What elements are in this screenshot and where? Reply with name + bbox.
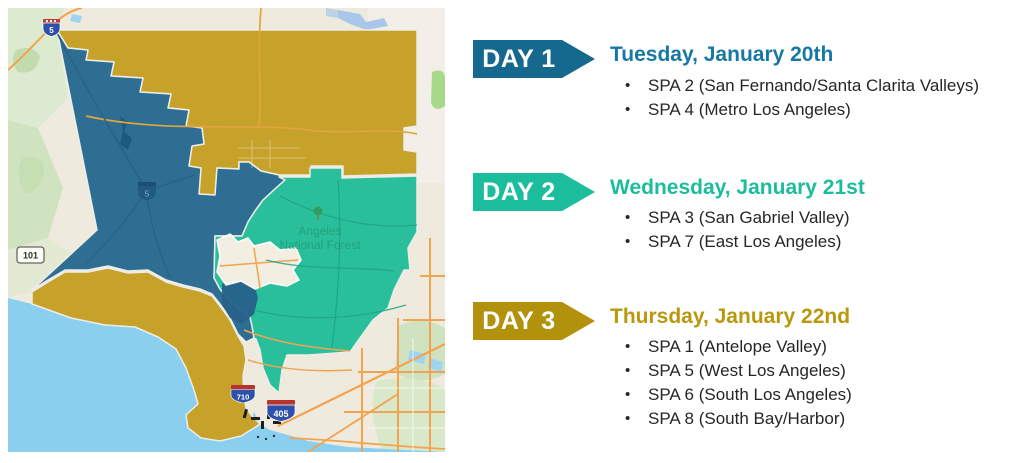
roads-antelope-valley <box>85 8 418 135</box>
day-2-list: SPA 3 (San Gabriel Valley) SPA 7 (East L… <box>621 206 850 254</box>
region-spa5-spa6-spa8-gold <box>31 267 261 442</box>
day-1-title: Tuesday, January 20th <box>610 43 834 66</box>
day-1-banner: DAY 1 <box>473 40 595 78</box>
list-item: SPA 8 (South Bay/Harbor) <box>621 407 852 431</box>
list-item-text: SPA 2 (San Fernando/Santa Clarita Valley… <box>648 76 980 95</box>
interstate-405-shield: 405 <box>266 400 296 422</box>
list-item-text: SPA 3 (San Gabriel Valley) <box>648 208 850 227</box>
day-3-banner-label: DAY 3 <box>482 306 556 335</box>
us-101-shield: 101 <box>16 246 45 264</box>
list-item-text: SPA 7 (East Los Angeles) <box>648 232 842 251</box>
roads-san-fernando <box>56 32 195 279</box>
lake-north <box>338 10 388 30</box>
day-1-banner-label: DAY 1 <box>482 44 556 73</box>
forest-label: Angeles National Forest <box>279 206 361 252</box>
la-county-spa-map: Angeles National Forest 5 5 10 <box>8 8 445 452</box>
lake-se-2 <box>428 358 443 372</box>
region-spa4-metro-patch <box>222 278 258 324</box>
day-3-list: SPA 1 (Antelope Valley) SPA 5 (West Los … <box>621 335 852 431</box>
forest-label-line1: Angeles <box>298 224 341 238</box>
day-3-banner: DAY 3 <box>473 302 595 340</box>
freeways-southeast <box>243 238 445 452</box>
lake-small-north <box>326 8 338 18</box>
interstate-5-shield: 5 <box>42 19 61 37</box>
list-item: SPA 3 (San Gabriel Valley) <box>621 206 850 230</box>
day-1-list: SPA 2 (San Fernando/Santa Clarita Valley… <box>621 74 979 122</box>
interstate-710-label: 710 <box>237 393 250 402</box>
list-item: SPA 1 (Antelope Valley) <box>621 335 852 359</box>
list-item: SPA 5 (West Los Angeles) <box>621 359 852 383</box>
unshaded-enclave <box>216 233 302 290</box>
list-item: SPA 6 (South Los Angeles) <box>621 383 852 407</box>
day-2-title: Wednesday, January 21st <box>610 176 865 199</box>
list-item-text: SPA 8 (South Bay/Harbor) <box>648 409 846 428</box>
tree-icon <box>313 206 323 216</box>
day-2-banner: DAY 2 <box>473 173 595 211</box>
interstate-5-label: 5 <box>49 26 54 35</box>
list-item-text: SPA 5 (West Los Angeles) <box>648 361 846 380</box>
us-101-label: 101 <box>23 251 38 261</box>
list-item: SPA 4 (Metro Los Angeles) <box>621 98 979 122</box>
interstate-5-faded-label: 5 <box>145 190 150 199</box>
pacific-ocean <box>8 298 445 452</box>
interstate-710-shield: 710 <box>230 385 256 404</box>
day-2-banner-label: DAY 2 <box>482 177 556 206</box>
terrain-green-west <box>8 8 78 298</box>
list-item-text: SPA 6 (South Los Angeles) <box>648 385 852 404</box>
list-item: SPA 2 (San Fernando/Santa Clarita Valley… <box>621 74 979 98</box>
roads-san-gabriel <box>253 179 418 349</box>
streets-palmdale <box>238 140 306 168</box>
interstate-5-faded-shield: 5 <box>138 182 156 201</box>
day-3-title: Thursday, January 22nd <box>610 305 851 328</box>
park-patch-ne <box>431 70 445 109</box>
lake-nw <box>70 14 82 23</box>
interstate-405-label: 405 <box>273 409 288 419</box>
list-item-text: SPA 1 (Antelope Valley) <box>648 337 827 356</box>
streets-southeast <box>368 338 445 452</box>
list-item: SPA 7 (East Los Angeles) <box>621 230 850 254</box>
forest-label-line2: National Forest <box>279 238 361 252</box>
lake-castaic <box>120 116 132 150</box>
map-svg: Angeles National Forest 5 5 10 <box>8 8 445 452</box>
list-item-text: SPA 4 (Metro Los Angeles) <box>648 100 851 119</box>
